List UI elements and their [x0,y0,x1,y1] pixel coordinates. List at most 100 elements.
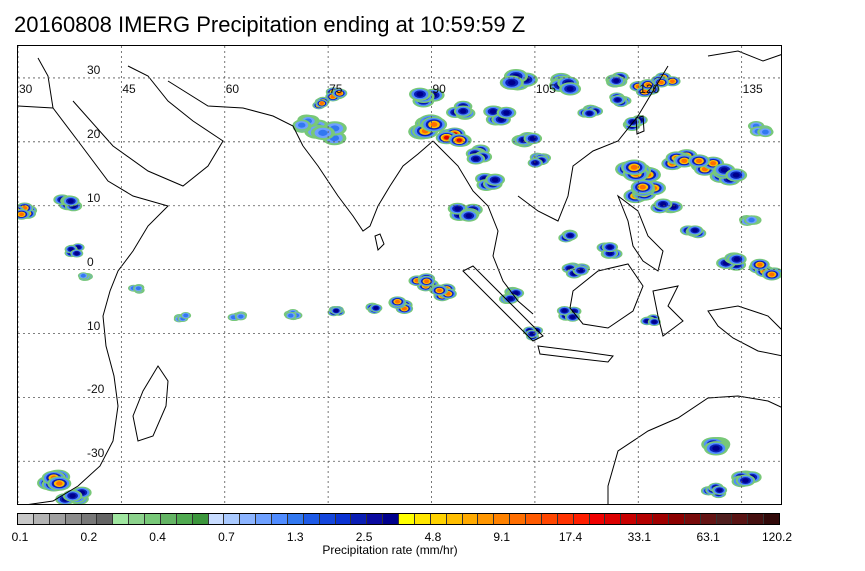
colorbar-swatch [653,514,669,524]
precip-cell [529,332,534,336]
precip-cell [473,157,479,161]
colorbar-swatch [367,514,383,524]
precip-cell [183,314,188,318]
colorbar-swatch [717,514,733,524]
coastline-new-guinea [708,306,782,356]
colorbar-swatch [463,514,479,524]
precip-cell [652,320,657,324]
colorbar-swatch [351,514,367,524]
precip-cell [288,314,293,318]
precip-cell [578,269,584,273]
latitude-label: 0 [87,255,94,269]
colorbar-tick-label: 33.1 [628,530,651,544]
precip-cell [19,212,24,216]
colorbar-swatch [145,514,161,524]
map-canvas [18,46,782,505]
precip-cell [769,273,775,277]
precip-cell [395,300,400,304]
colorbar-swatch [193,514,209,524]
precip-cell [298,123,306,128]
precipitation-map [17,45,782,505]
colorbar-tick-label: 4.8 [425,530,442,544]
precip-cell [492,178,498,182]
coastline-sulawesi [653,286,683,336]
colorbar-swatch [66,514,82,524]
precip-cell [762,130,769,135]
precip-cell [570,315,575,319]
colorbar-swatch [669,514,685,524]
colorbar-swatch [558,514,574,524]
coastline-japan [708,51,782,61]
precip-cell [659,81,664,85]
colorbar-label: Precipitation rate (mm/hr) [0,543,780,557]
longitude-label: 30 [19,82,32,96]
longitude-label: 105 [536,82,556,96]
colorbar-swatch [82,514,98,524]
precip-cell [69,494,75,498]
colorbar-tick-label: 0.7 [218,530,235,544]
precip-cell [81,274,86,278]
colorbar-swatch [605,514,621,524]
colorbar-tick-label: 1.3 [287,530,304,544]
latitude-label: -30 [87,446,104,460]
colorbar-swatch [129,514,145,524]
precip-cell [466,214,472,218]
colorbar-swatch [764,514,779,524]
colorbar-tick-label: 2.5 [356,530,373,544]
precip-cell [568,234,573,238]
coastline-red-sea [38,58,53,108]
precip-cell [717,488,722,492]
precip-cell [490,109,496,113]
precip-cell [56,481,62,485]
precip-cell [631,165,638,170]
precip-cell [503,111,509,115]
colorbar-tick-label: 63.1 [696,530,719,544]
precip-cell [742,478,748,482]
colorbar-swatch [685,514,701,524]
latitude-label: 30 [87,63,100,77]
colorbar-swatch [510,514,526,524]
colorbar-swatch [383,514,399,524]
colorbar-swatch [732,514,748,524]
precip-cell [318,130,327,136]
colorbar-swatch [304,514,320,524]
colorbar-swatch [701,514,717,524]
coastline-india [303,141,433,231]
colorbar-swatch [431,514,447,524]
coastline-sri-lanka [375,234,384,250]
colorbar-swatch [209,514,225,524]
colorbar-swatch [542,514,558,524]
precip-cell [615,98,620,102]
precip-cell [460,109,466,113]
latitude-label: 10 [87,319,100,333]
colorbar-tick-label: 0.4 [149,530,166,544]
colorbar-swatch [590,514,606,524]
longitude-label: 120 [639,82,659,96]
colorbar-swatch [399,514,415,524]
precip-cell [748,218,754,222]
precip-cell [681,159,687,163]
colorbar-swatch [177,514,193,524]
longitude-label: 135 [743,82,763,96]
longitude-label: 90 [433,82,446,96]
colorbar-tick-label: 17.4 [559,530,582,544]
precip-cell [607,245,613,249]
colorbar-swatch [621,514,637,524]
precip-cell [562,309,567,313]
precip-cell [710,161,716,165]
precip-cell [374,306,379,310]
precip-cell [74,252,79,256]
precip-cell [508,297,514,301]
precip-cell [508,80,516,85]
precip-cell [424,279,429,283]
precipitation-layer [18,69,782,505]
precip-cell [320,102,324,105]
precip-cell [721,168,728,173]
colorbar-swatch [18,514,34,524]
precip-cell [416,92,423,97]
map-title: 20160808 IMERG Precipitation ending at 1… [14,12,525,38]
precip-cell [437,289,442,293]
precip-cell [712,446,720,451]
precip-cell [757,263,763,267]
colorbar-tick-label: 0.1 [12,530,29,544]
